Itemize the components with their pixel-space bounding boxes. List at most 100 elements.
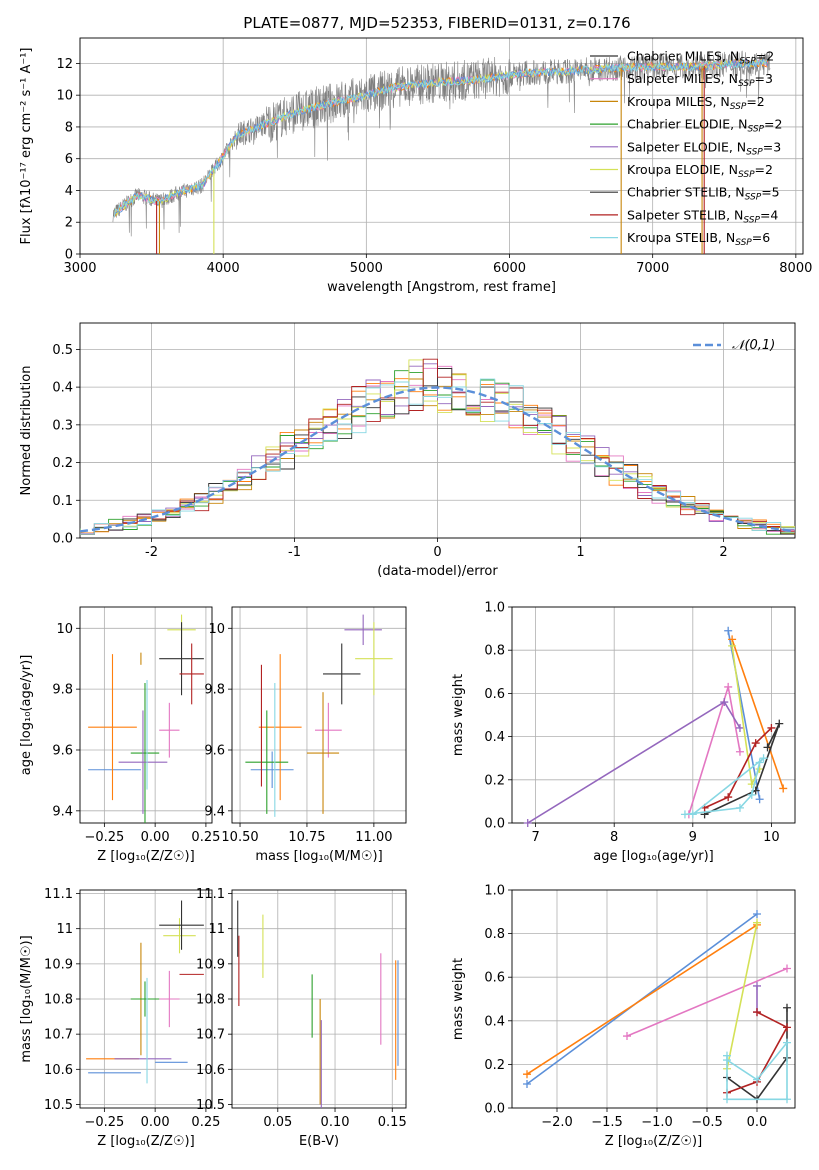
ssp-marker: [735, 747, 744, 756]
weight_vs_age-panel: 7 8 9 10 0.0 0.2 0.4 0.6 0.8 1.0 age [log₁₀(age/yr…: [451, 601, 796, 864]
x-tick-label: 10: [763, 830, 780, 845]
y-tick-label: 10.9: [196, 957, 225, 972]
model-spectrum-line: [113, 58, 768, 218]
y-tick-label: 10.8: [44, 993, 73, 1008]
x-tick-label: 11.00: [355, 830, 392, 845]
ssp-marker: [680, 810, 689, 819]
x-tick-label: −0.25: [84, 1115, 124, 1130]
mass_vs_ebv-panel: 0.05 0.10 0.15 10.5 10.6 10.7 10.8 10.9 11 11.1 E(…: [196, 887, 407, 1149]
ssp-weight-line: [726, 1040, 788, 1101]
x-tick-label: 0: [433, 545, 441, 560]
plot-frame: [79, 606, 213, 824]
plot-frame: [79, 37, 804, 255]
x-tick-label: 8000: [779, 261, 812, 276]
x-tick-label: 9: [689, 830, 697, 845]
ssp-marker: [779, 784, 788, 793]
x-tick-label: 0.25: [191, 1115, 220, 1130]
age_vs_mass-panel: 10.50 10.75 11.00 9.4 9.6 9.8 10 mass [log₁₀(M/…: [204, 606, 407, 864]
y-tick-label: 0.0: [484, 817, 505, 832]
x-tick-label: 3000: [63, 261, 96, 276]
mass_vs_Z-panel: −0.25 0.00 0.25 10.5 10.6 10.7 10.8 10.9 11 11.1 Z…: [19, 887, 220, 1149]
legend-entry: Salpeter MILES, NSSP=3: [627, 71, 773, 89]
ssp-marker: [753, 909, 761, 918]
legend-entry: Kroupa MILES, NSSP=2: [627, 94, 765, 112]
ssp-weight-line: [726, 1007, 788, 1101]
x-axis-label: E(B-V): [299, 1134, 339, 1149]
y-tick-label: 0.3: [52, 418, 73, 433]
plot-frame: [79, 889, 213, 1109]
ssp-marker: [523, 1070, 531, 1079]
y-tick-label: 0: [65, 248, 73, 263]
y-tick-label: 0.2: [52, 456, 73, 471]
ssp-weight-line: [527, 700, 741, 823]
y-axis-label: mass weight: [451, 958, 466, 1040]
ssp-marker: [775, 719, 784, 728]
x-tick-label: 7: [531, 830, 539, 845]
y-tick-label: 10.6: [44, 1063, 73, 1078]
ssp-marker: [735, 803, 744, 812]
y-tick-label: 0.8: [484, 644, 505, 659]
y-tick-label: 0.2: [484, 773, 505, 788]
y-axis-label: age [log₁₀(age/yr)]: [19, 655, 34, 776]
legend-entry: Chabrier STELIB, NSSP=5: [627, 185, 780, 203]
y-tick-label: 11.1: [196, 887, 225, 902]
ssp-marker: [783, 1095, 791, 1104]
y-tick-label: 10: [56, 89, 73, 104]
x-tick-label: 0.10: [321, 1115, 350, 1130]
model-spectrum-line: [113, 58, 769, 218]
x-tick-label: −1.5: [591, 1115, 623, 1130]
plot-frame: [79, 322, 796, 539]
x-tick-label: 4000: [207, 261, 240, 276]
x-axis-label: mass [log₁₀(M/M☉)]: [255, 849, 382, 864]
y-tick-label: 6: [65, 152, 73, 167]
y-tick-label: 1.0: [484, 601, 505, 616]
x-tick-label: 8: [610, 830, 618, 845]
y-tick-label: 9.6: [52, 743, 73, 758]
ssp-marker: [783, 1038, 791, 1047]
x-tick-label: −0.5: [691, 1115, 723, 1130]
y-tick-label: 0.6: [484, 971, 505, 986]
y-tick-label: 9.4: [204, 804, 225, 819]
ssp-weight-line: [704, 723, 781, 816]
legend-entry: Kroupa STELIB, NSSP=6: [627, 230, 770, 248]
y-tick-label: 0.4: [484, 730, 505, 745]
y-tick-label: 0.0: [484, 1102, 505, 1117]
y-tick-label: 4: [65, 184, 73, 199]
plot-frame: [231, 606, 407, 824]
ssp-marker: [783, 964, 791, 973]
y-tick-label: 10.5: [44, 1098, 73, 1113]
x-axis-label: (data-model)/error: [377, 564, 498, 579]
ssp-weight-line: [704, 727, 772, 809]
ssp-marker: [724, 793, 733, 802]
x-tick-label: 6000: [493, 261, 526, 276]
y-tick-label: 10.7: [44, 1028, 73, 1043]
y-tick-label: 0.4: [52, 381, 73, 396]
plot-frame: [231, 889, 407, 1109]
y-tick-label: 9.8: [204, 683, 225, 698]
legend-entry: Kroupa ELODIE, NSSP=2: [627, 162, 773, 180]
ssp-weight-line: [726, 1011, 789, 1094]
x-tick-label: 0.15: [378, 1115, 407, 1130]
ssp-marker: [728, 641, 737, 650]
y-axis-label: mass weight: [451, 674, 466, 756]
y-tick-label: 11: [208, 922, 225, 937]
x-tick-label: −2.0: [541, 1115, 573, 1130]
ssp-marker: [753, 981, 761, 990]
ssp-marker: [753, 918, 761, 927]
y-tick-label: 10.5: [196, 1098, 225, 1113]
ssp-marker: [720, 698, 729, 707]
y-tick-label: 9.8: [52, 683, 73, 698]
x-axis-label: Z [log₁₀(Z/Z☉)]: [97, 849, 194, 864]
y-tick-label: 0.0: [52, 532, 73, 547]
y-tick-label: 2: [65, 216, 73, 231]
ssp-marker: [723, 1056, 731, 1065]
age_vs_Z-panel: −0.25 0.00 0.25 9.4 9.6 9.8 10 Z [log₁₀(Z/Z☉)] a…: [19, 606, 220, 864]
ssp-marker: [755, 758, 764, 767]
x-axis-label: wavelength [Angstrom, rest frame]: [327, 280, 556, 295]
x-tick-label: −1.0: [641, 1115, 673, 1130]
ssp-marker: [747, 790, 756, 799]
y-tick-label: 1.0: [484, 884, 505, 899]
legend-entry: Salpeter STELIB, NSSP=4: [627, 207, 778, 225]
ssp-weight-line: [726, 922, 758, 1069]
